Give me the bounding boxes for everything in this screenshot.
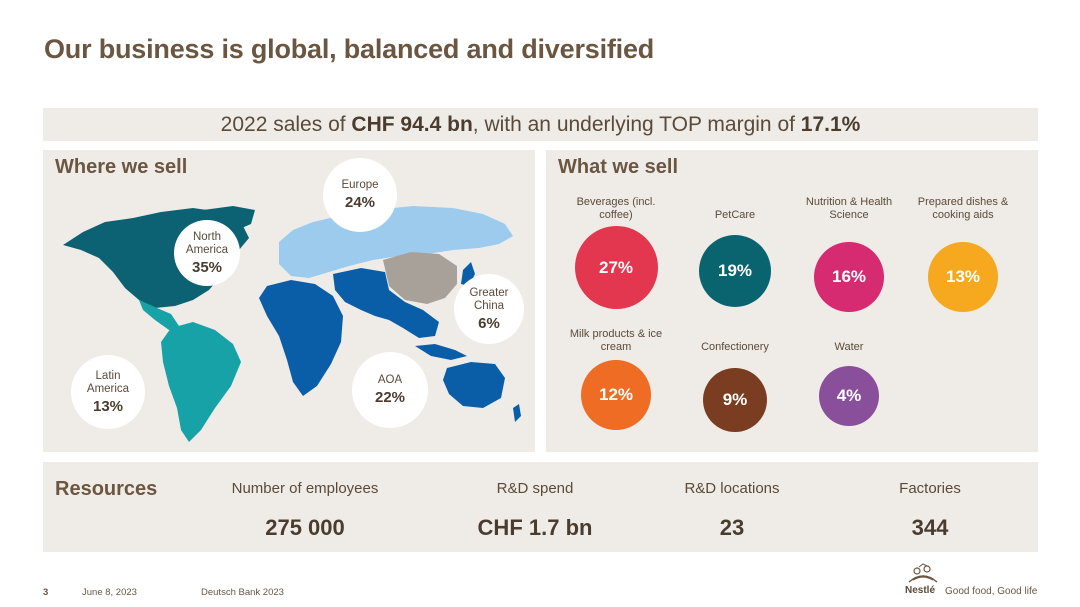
sales-margin: 17.1%	[800, 113, 861, 136]
region-percent: 6%	[478, 314, 500, 332]
brand-tagline: Good food, Good life	[945, 586, 1038, 597]
category-label: PetCare	[714, 209, 756, 221]
category-prepared-dishes: Prepared dishes & cooking aids 13%	[908, 194, 1018, 312]
resource-employees: Number of employees 275 000	[205, 480, 405, 541]
category-nutrition: Nutrition & Health Science 16%	[794, 194, 904, 312]
category-petcare: PetCare 19%	[680, 194, 790, 307]
category-percent-circle: 9%	[703, 368, 767, 432]
sales-summary: 2022 sales of CHF 94.4 bn, with an under…	[43, 108, 1038, 141]
category-label: Nutrition & Health Science	[805, 196, 893, 221]
map-africa	[259, 280, 343, 396]
region-percent: 24%	[344, 194, 376, 211]
resource-value: 23	[719, 515, 745, 540]
category-percent-circle: 27%	[574, 226, 658, 309]
resource-value: CHF 1.7 bn	[477, 515, 593, 540]
brand-logo: Nestlé	[905, 585, 936, 596]
resource-rd-locations: R&D locations 23	[632, 480, 832, 541]
category-water: Water 4%	[794, 326, 904, 426]
where-title: Where we sell	[55, 156, 188, 178]
region-europe: Europe 24%	[323, 158, 397, 232]
region-label: AOA	[377, 374, 403, 386]
category-percent-circle: 13%	[928, 242, 998, 312]
category-percent-circle: 19%	[699, 235, 771, 307]
resource-factories: Factories 344	[830, 480, 1030, 541]
sales-middle: , with an underlying TOP margin of	[472, 113, 801, 136]
category-milk-products: Milk products & ice cream 12%	[561, 326, 671, 430]
region-percent: 13%	[92, 397, 124, 415]
map-central-america	[139, 300, 179, 330]
category-confectionery: Confectionery 9%	[680, 326, 790, 432]
region-percent: 35%	[191, 258, 223, 276]
where-we-sell-panel: Where we sell North America 35% Europe 2…	[43, 150, 535, 452]
category-label: Prepared dishes & cooking aids	[917, 196, 1009, 221]
footer-event: Deutsch Bank 2023	[201, 587, 284, 598]
resources-panel: Resources Number of employees 275 000 R&…	[43, 462, 1038, 552]
map-australia	[443, 362, 505, 408]
resource-value: 344	[911, 515, 949, 540]
region-north-america: North America 35%	[174, 220, 240, 286]
what-we-sell-panel: What we sell Beverages (incl. coffee) 27…	[546, 150, 1038, 452]
resource-label: Number of employees	[231, 480, 379, 497]
sales-amount: CHF 94.4 bn	[351, 113, 473, 136]
region-label: Europe	[341, 179, 379, 191]
category-label: Beverages (incl. coffee)	[576, 196, 656, 221]
map-indonesia	[415, 344, 467, 360]
region-greater-china: Greater China 6%	[454, 274, 524, 344]
map-south-america	[161, 322, 241, 442]
category-percent-circle: 4%	[819, 366, 879, 426]
page-title: Our business is global, balanced and div…	[44, 34, 655, 64]
category-label: Water	[834, 341, 864, 353]
sales-prefix: 2022 sales of	[220, 113, 352, 136]
resource-value: 275 000	[265, 515, 345, 540]
region-latin-america: Latin America 13%	[71, 355, 145, 429]
category-label: Milk products & ice cream	[569, 328, 663, 353]
region-label: Latin America	[86, 369, 130, 395]
resource-label: R&D locations	[684, 480, 780, 497]
resource-label: R&D spend	[496, 480, 574, 497]
map-middle-east-asia	[333, 268, 439, 338]
page-number: 3	[43, 587, 49, 598]
map-new-zealand	[513, 404, 521, 422]
category-label: Confectionery	[701, 341, 769, 353]
nestle-nest-icon	[908, 563, 938, 583]
region-percent: 22%	[374, 389, 406, 406]
resource-rd-spend: R&D spend CHF 1.7 bn	[435, 480, 635, 541]
region-aoa: AOA 22%	[352, 352, 428, 428]
region-label: Greater China	[469, 286, 509, 312]
region-label: North America	[185, 230, 229, 256]
map-greater-china	[383, 252, 457, 304]
resource-label: Factories	[899, 480, 961, 497]
category-beverages: Beverages (incl. coffee) 27%	[561, 194, 671, 309]
resources-title: Resources	[55, 478, 158, 500]
category-percent-circle: 12%	[581, 360, 651, 430]
footer-date: June 8, 2023	[82, 587, 137, 598]
category-percent-circle: 16%	[814, 242, 884, 312]
what-title: What we sell	[558, 156, 679, 178]
